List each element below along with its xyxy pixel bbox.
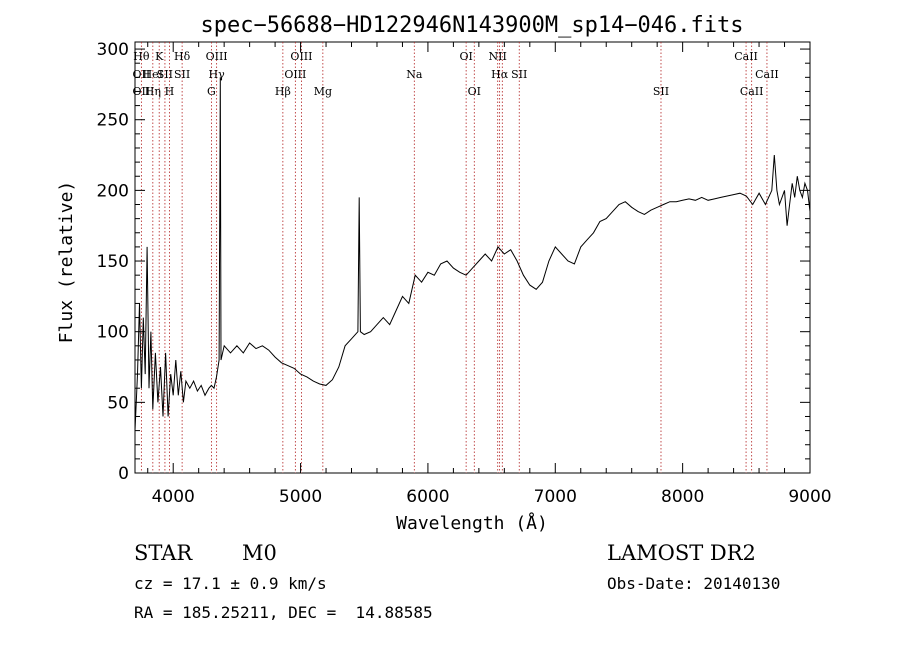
emission-line-label: Mg bbox=[314, 85, 332, 98]
emission-line-label: NII bbox=[489, 50, 507, 63]
x-axis-ticks: 4000 5000 6000 7000 8000 9000 bbox=[147, 42, 832, 507]
emission-line-label: Hδ bbox=[174, 50, 191, 63]
x-tick-label: 5000 bbox=[279, 487, 322, 507]
emission-line-label: OIII bbox=[206, 50, 228, 63]
emission-line-label: Hα bbox=[491, 68, 509, 81]
emission-line-label: CaII bbox=[740, 85, 764, 98]
emission-line-label: H bbox=[165, 85, 175, 98]
y-tick-label: 0 bbox=[118, 464, 129, 484]
x-tick-label: 8000 bbox=[661, 487, 704, 507]
y-axis-label: Flux (relative) bbox=[56, 181, 77, 344]
y-axis-ticks: 0 50 100 150 200 250 300 bbox=[97, 40, 810, 484]
emission-line-label: HeI bbox=[143, 68, 163, 81]
y-tick-label: 200 bbox=[97, 181, 129, 201]
emission-line-label: SII bbox=[653, 85, 669, 98]
emission-line-label: SII bbox=[511, 68, 527, 81]
object-subclass: M0 bbox=[242, 541, 277, 565]
survey-name: LAMOST DR2 bbox=[607, 541, 756, 565]
emission-line-label: Hθ bbox=[133, 50, 150, 63]
object-class: STAR bbox=[134, 541, 193, 565]
x-tick-label: 9000 bbox=[788, 487, 831, 507]
emission-line-label: Hβ bbox=[275, 85, 291, 98]
x-tick-label: 6000 bbox=[406, 487, 449, 507]
emission-line-label: CaII bbox=[734, 50, 758, 63]
x-axis-label: Wavelength (Å) bbox=[396, 512, 548, 534]
emission-line-label: OI bbox=[468, 85, 481, 98]
emission-line-label: Na bbox=[406, 68, 423, 81]
emission-line-label: SII bbox=[157, 68, 173, 81]
emission-line-label: SII bbox=[174, 68, 190, 81]
emission-line-label: G bbox=[207, 85, 216, 98]
y-tick-label: 250 bbox=[97, 111, 129, 131]
emission-line-label: Hη bbox=[145, 85, 161, 98]
emission-line-label: CaII bbox=[755, 68, 779, 81]
sky-coordinates: RA = 185.25211, DEC = 14.88585 bbox=[134, 603, 433, 622]
observation-date: Obs-Date: 20140130 bbox=[607, 574, 781, 593]
chart-title: spec−56688−HD122946N143900M_sp14−046.fit… bbox=[200, 13, 743, 38]
emission-line-label: OII bbox=[133, 85, 151, 98]
y-tick-label: 50 bbox=[107, 393, 129, 413]
x-tick-label: 4000 bbox=[152, 487, 195, 507]
spectrum-series-line bbox=[134, 77, 811, 431]
emission-line-label: OI bbox=[459, 50, 472, 63]
x-tick-label: 7000 bbox=[534, 487, 577, 507]
y-tick-label: 100 bbox=[97, 323, 129, 343]
emission-line-labels: HθOIIOIIHeIHηKSIIHHδSIIGOIIIHγHβOIIIOIII… bbox=[133, 50, 779, 98]
emission-line-label: OIII bbox=[284, 68, 306, 81]
emission-line-markers bbox=[140, 42, 768, 473]
y-tick-label: 300 bbox=[97, 40, 129, 60]
plot-frame bbox=[134, 41, 811, 474]
y-tick-label: 150 bbox=[97, 252, 129, 272]
emission-line-label: OIII bbox=[290, 50, 312, 63]
emission-line-label: Hγ bbox=[209, 68, 226, 81]
emission-line-label: K bbox=[155, 50, 164, 63]
redshift-velocity: cz = 17.1 ± 0.9 km/s bbox=[134, 574, 327, 593]
